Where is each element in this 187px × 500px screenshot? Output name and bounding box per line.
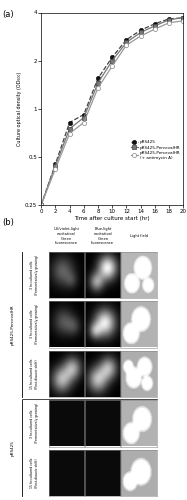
pRS425-PercevalHR
(+ antimycin A) — [40, 202, 42, 208]
pRS425-PercevalHR — [154, 23, 156, 29]
pRS425-PercevalHR — [168, 17, 170, 23]
Text: UV/violet-light
excitation/
Green
fluorescence: UV/violet-light excitation/ Green fluore… — [54, 228, 80, 245]
pRS425-PercevalHR — [140, 30, 142, 36]
X-axis label: Time after culture start (hr): Time after culture start (hr) — [74, 216, 150, 220]
pRS425-PercevalHR
(+ antimycin A) — [140, 33, 142, 39]
pRS425 — [182, 15, 184, 21]
pRS425 — [111, 54, 113, 60]
pRS425 — [154, 21, 156, 27]
pRS425 — [97, 76, 99, 82]
pRS425-PercevalHR — [182, 14, 184, 20]
pRS425 — [68, 120, 71, 126]
Text: 15 hr-cultured cells
(Post-diauxic shift): 15 hr-cultured cells (Post-diauxic shift… — [30, 458, 39, 488]
Text: 3 hr-cultured cells
(Fermentatively growing): 3 hr-cultured cells (Fermentatively grow… — [30, 254, 39, 295]
pRS425-PercevalHR
(+ antimycin A) — [125, 42, 128, 48]
pRS425-PercevalHR — [54, 163, 56, 169]
pRS425 — [140, 27, 142, 33]
pRS425 — [40, 202, 42, 208]
Text: pRS425-PercevalHR: pRS425-PercevalHR — [10, 304, 14, 344]
Y-axis label: Culture optical density (OD₆₀₀): Culture optical density (OD₆₀₀) — [17, 72, 22, 146]
Text: 3 hr-cultured cells
(Fermentatively growing): 3 hr-cultured cells (Fermentatively grow… — [30, 304, 39, 344]
Text: 3 hr-cultured cells
(Fermentatively growing): 3 hr-cultured cells (Fermentatively grow… — [30, 403, 39, 444]
pRS425-PercevalHR
(+ antimycin A) — [111, 63, 113, 69]
Text: Light field: Light field — [130, 234, 148, 238]
Line: pRS425-PercevalHR
(+ antimycin A): pRS425-PercevalHR (+ antimycin A) — [39, 18, 185, 207]
pRS425-PercevalHR — [68, 126, 71, 132]
pRS425-PercevalHR
(+ antimycin A) — [54, 166, 56, 172]
pRS425-PercevalHR
(+ antimycin A) — [154, 26, 156, 32]
Text: 15 hr-cultured cells
(Post-diauxic shift): 15 hr-cultured cells (Post-diauxic shift… — [30, 358, 39, 389]
pRS425-PercevalHR — [97, 80, 99, 86]
pRS425-PercevalHR — [83, 114, 85, 120]
Line: pRS425: pRS425 — [39, 16, 185, 207]
pRS425-PercevalHR
(+ antimycin A) — [68, 130, 71, 136]
pRS425 — [54, 161, 56, 167]
pRS425-PercevalHR
(+ antimycin A) — [182, 18, 184, 24]
pRS425-PercevalHR — [111, 58, 113, 64]
pRS425-PercevalHR — [125, 40, 128, 46]
Text: (b): (b) — [2, 218, 14, 226]
pRS425 — [83, 112, 85, 117]
pRS425 — [168, 16, 170, 22]
pRS425-PercevalHR
(+ antimycin A) — [83, 120, 85, 126]
pRS425 — [125, 37, 128, 43]
Text: pRS425: pRS425 — [10, 440, 14, 456]
Line: pRS425-PercevalHR: pRS425-PercevalHR — [39, 16, 185, 207]
Text: Blue-light
excitation/
Green
fluorescence: Blue-light excitation/ Green fluorescenc… — [91, 228, 114, 245]
Text: (a): (a) — [2, 10, 13, 19]
pRS425-PercevalHR
(+ antimycin A) — [97, 85, 99, 91]
pRS425-PercevalHR — [40, 202, 42, 208]
pRS425-PercevalHR
(+ antimycin A) — [168, 20, 170, 26]
Legend: pRS425, pRS425-PercevalHR, pRS425-PercevalHR
(+ antimycin A): pRS425, pRS425-PercevalHR, pRS425-Percev… — [130, 140, 181, 160]
